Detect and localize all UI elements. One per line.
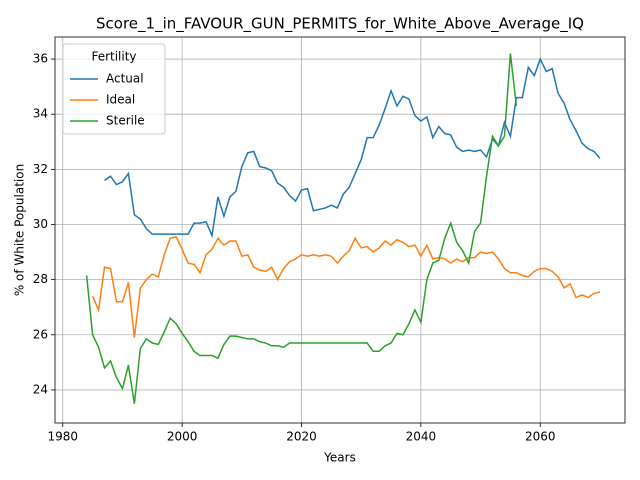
y-tick-label: 34 bbox=[33, 107, 48, 121]
x-tick-label: 1980 bbox=[47, 430, 78, 444]
chart-title: Score_1_in_FAVOUR_GUN_PERMITS_for_White_… bbox=[96, 15, 584, 34]
legend-label: Actual bbox=[106, 72, 144, 86]
x-tick-label: 2040 bbox=[406, 430, 437, 444]
y-tick-label: 24 bbox=[33, 382, 48, 396]
plot-frame bbox=[54, 36, 626, 424]
y-tick-label: 30 bbox=[33, 217, 48, 231]
y-axis-label: % of White Population bbox=[13, 164, 27, 296]
y-tick-label: 28 bbox=[33, 272, 48, 286]
y-tick-label: 36 bbox=[33, 52, 48, 66]
x-axis-label: Years bbox=[323, 451, 356, 465]
x-tick-label: 2020 bbox=[286, 430, 317, 444]
data-line bbox=[85, 53, 518, 404]
y-tick-label: 26 bbox=[33, 327, 48, 341]
legend-label: Sterile bbox=[106, 114, 145, 128]
legend-label: Ideal bbox=[106, 93, 135, 107]
line-layer bbox=[85, 53, 601, 404]
data-line bbox=[91, 236, 601, 338]
data-line bbox=[104, 57, 601, 239]
legend: Fertility Actual Ideal Sterile bbox=[62, 43, 166, 135]
legend-title: Fertility bbox=[91, 50, 136, 64]
x-tick-label: 2000 bbox=[167, 430, 198, 444]
y-tick-label: 32 bbox=[33, 162, 48, 176]
x-tick-label: 2060 bbox=[525, 430, 556, 444]
legend-box bbox=[62, 43, 166, 135]
